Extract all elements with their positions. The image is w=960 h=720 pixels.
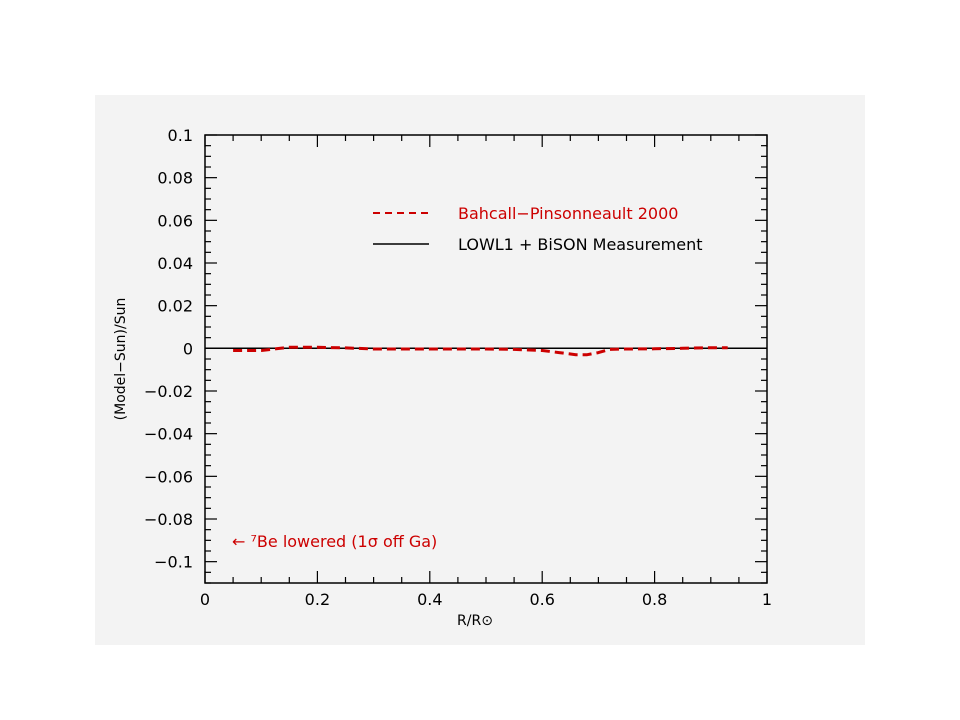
y-tick-label: 0.02 xyxy=(157,297,193,316)
legend-label-model: Bahcall−Pinsonneault 2000 xyxy=(458,204,678,223)
x-tick-label: 0.2 xyxy=(305,590,330,609)
plot-frame xyxy=(204,134,768,584)
x-tick-label: 0.8 xyxy=(642,590,667,609)
x-tick-label: 0.6 xyxy=(529,590,554,609)
x-tick-label: 0.4 xyxy=(417,590,442,609)
x-tick-label: 0 xyxy=(200,590,210,609)
y-tick-label: −0.02 xyxy=(144,382,193,401)
y-tick-label: −0.04 xyxy=(144,425,193,444)
legend-label-measurement: LOWL1 + BiSON Measurement xyxy=(458,235,703,254)
chart: 0 0.2 0.4 0.6 0.8 1 0.1 0.08 0.06 0.04 0.02 0 −0.02… xyxy=(113,126,772,629)
x-axis-ticks: 0 0.2 0.4 0.6 0.8 1 xyxy=(200,135,772,609)
legend: Bahcall−Pinsonneault 2000 LOWL1 + BiSON … xyxy=(373,204,703,254)
figure-panel: 0 0.2 0.4 0.6 0.8 1 0.1 0.08 0.06 0.04 0.02 0 −0.02… xyxy=(95,95,865,645)
x-tick-label: 1 xyxy=(762,590,772,609)
series-layer xyxy=(205,345,767,357)
x-axis-title: R/R⊙ xyxy=(457,613,493,629)
y-tick-label: 0.08 xyxy=(157,169,193,188)
y-tick-label: −0.06 xyxy=(144,467,193,486)
y-tick-label: 0.04 xyxy=(157,254,193,273)
y-tick-label: −0.08 xyxy=(144,510,193,529)
y-axis-title: (Model−Sun)/Sun xyxy=(113,298,129,421)
y-tick-label: 0 xyxy=(183,339,193,358)
annotation-be-lowered: ← ⁷Be lowered (1σ off Ga) xyxy=(232,532,437,551)
y-tick-label: 0.1 xyxy=(168,126,193,145)
y-tick-label: −0.1 xyxy=(154,553,193,572)
y-axis-ticks: 0.1 0.08 0.06 0.04 0.02 0 −0.02 −0.04 −0.06 −0.08… xyxy=(144,126,767,584)
series-line-model xyxy=(233,345,728,357)
y-tick-label: 0.06 xyxy=(157,211,193,230)
